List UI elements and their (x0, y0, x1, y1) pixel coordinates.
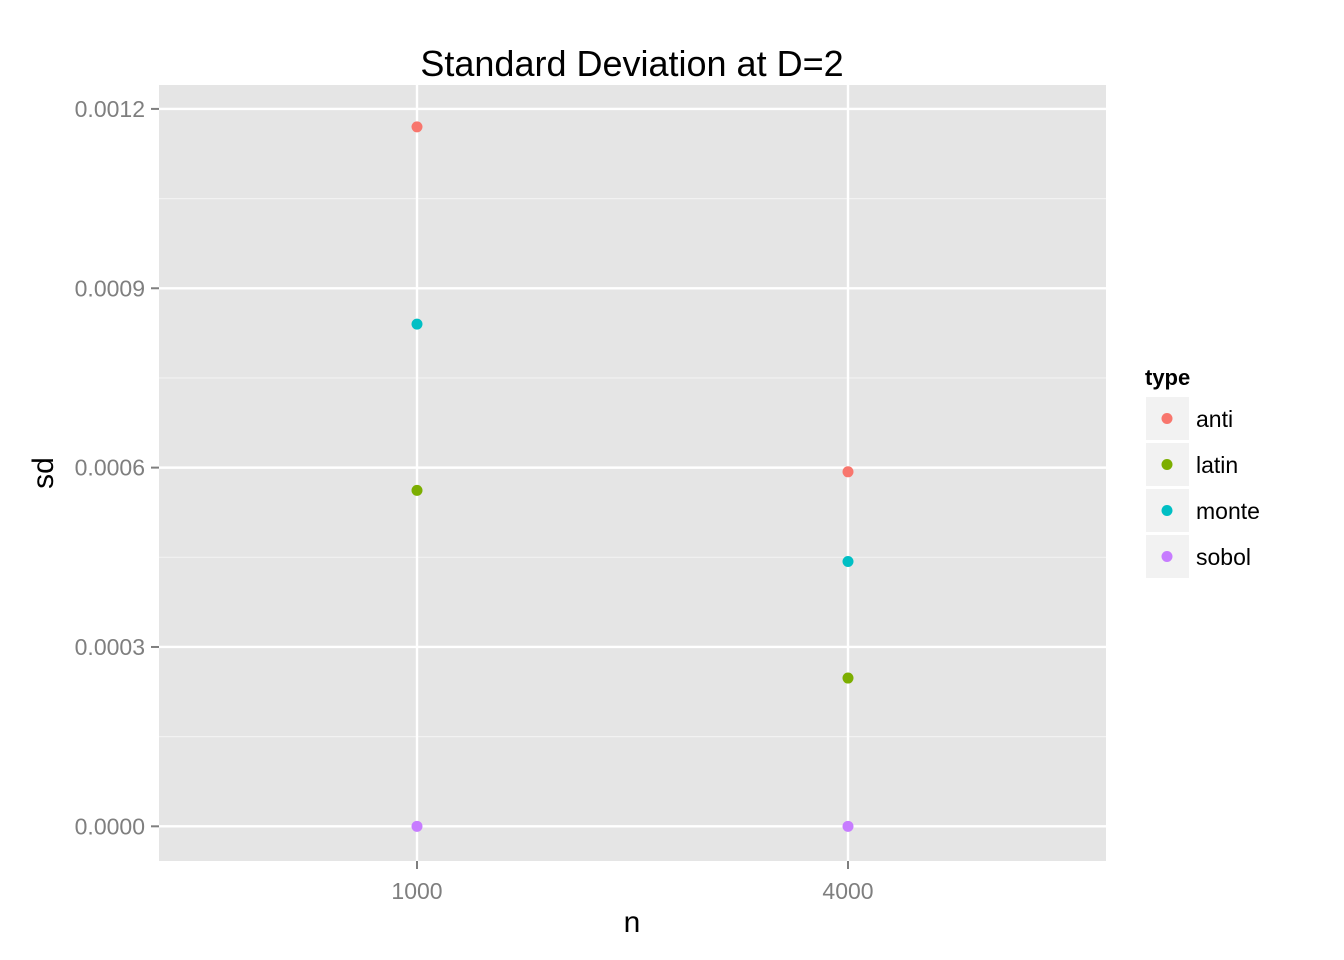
y-tick-label: 0.0012 (75, 96, 145, 122)
y-tick-label: 0.0003 (75, 634, 145, 660)
legend-label-monte: monte (1196, 498, 1260, 524)
y-axis-title: sd (27, 457, 60, 489)
legend-title: type (1145, 365, 1190, 390)
y-tick-label: 0.0000 (75, 813, 145, 839)
legend-key-point (1162, 505, 1173, 516)
point-sobol (843, 821, 854, 832)
plot-panel (159, 85, 1106, 861)
x-axis-title: n (624, 906, 641, 939)
chart-title: Standard Deviation at D=2 (420, 43, 843, 84)
y-tick-label: 0.0009 (75, 275, 145, 301)
point-latin (843, 673, 854, 684)
legend-key-point (1162, 413, 1173, 424)
legend-key-point (1162, 551, 1173, 562)
legend-key-point (1162, 459, 1173, 470)
legend-label-anti: anti (1196, 406, 1233, 432)
y-tick-label: 0.0006 (75, 455, 145, 481)
point-sobol (412, 821, 423, 832)
legend-label-sobol: sobol (1196, 544, 1251, 570)
legend-label-latin: latin (1196, 452, 1238, 478)
point-monte (412, 319, 423, 330)
point-anti (843, 466, 854, 477)
x-axis-ticks: 1000 4000 (391, 861, 873, 904)
x-tick-label: 4000 (822, 878, 873, 904)
x-tick-label: 1000 (391, 878, 442, 904)
point-monte (843, 556, 854, 567)
point-latin (412, 485, 423, 496)
legend: type anti latin monte sobol (1145, 365, 1260, 578)
y-axis-ticks: 0.0000 0.0003 0.0006 0.0009 0.0012 (75, 96, 159, 839)
point-anti (412, 121, 423, 132)
